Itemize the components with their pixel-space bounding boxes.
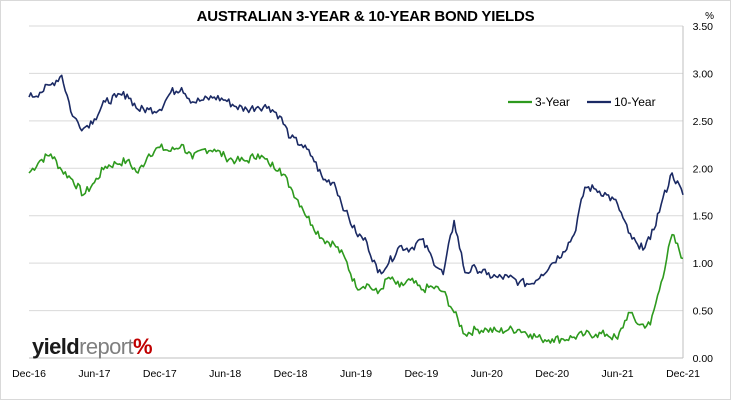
- x-tick-label: Dec-20: [535, 368, 569, 380]
- series-lines: [28, 74, 684, 344]
- y-axis-unit: %: [705, 11, 714, 22]
- axes: [29, 26, 684, 359]
- y-tick-label: 1.50: [693, 211, 714, 223]
- chart-title: AUSTRALIAN 3-YEAR & 10-YEAR BOND YIELDS: [196, 8, 535, 25]
- x-tick-label: Dec-21: [666, 368, 700, 380]
- logo-text-yield: yield: [32, 334, 80, 359]
- y-tick-label: 0.00: [693, 353, 714, 365]
- logo-percent-icon: %: [133, 334, 153, 359]
- x-tick-label: Dec-17: [143, 368, 177, 380]
- x-tick-label: Jun-21: [602, 368, 634, 380]
- x-tick-label: Jun-19: [340, 368, 372, 380]
- x-tick-label: Jun-20: [471, 368, 503, 380]
- y-tick-label: 3.00: [693, 68, 714, 80]
- logo-text-report: report: [79, 334, 134, 359]
- series-line-3-year: [28, 143, 684, 344]
- gridlines: [29, 25, 683, 312]
- y-tick-label: 0.50: [693, 306, 714, 318]
- x-tick-label: Jun-17: [78, 368, 110, 380]
- legend-label: 3-Year: [535, 95, 570, 109]
- legend-label: 10-Year: [614, 95, 656, 109]
- x-tick-label: Jun-18: [209, 368, 241, 380]
- series-line-10-year: [28, 74, 684, 288]
- y-axis-ticks: 0.00 0.50 1.00 1.50 2.00 2.50 3.00 3.50: [693, 21, 714, 365]
- legend: 3-Year 10-Year: [508, 95, 656, 109]
- y-tick-label: 1.00: [693, 258, 714, 270]
- y-tick-label: 2.00: [693, 163, 714, 175]
- x-tick-label: Dec-18: [274, 368, 308, 380]
- x-tick-label: Dec-19: [404, 368, 438, 380]
- y-tick-label: 2.50: [693, 116, 714, 128]
- y-tick-label: 3.50: [693, 21, 714, 33]
- x-axis-ticks: Dec-16 Jun-17 Dec-17 Jun-18 Dec-18 Jun-19 Dec-…: [12, 368, 700, 380]
- yieldreport-logo: yieldreport%: [32, 334, 153, 359]
- x-tick-label: Dec-16: [12, 368, 46, 380]
